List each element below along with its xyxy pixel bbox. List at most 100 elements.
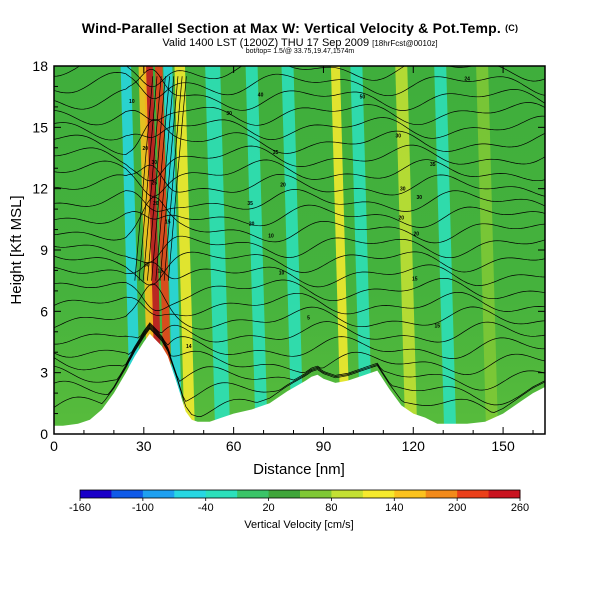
velocity-column-3 xyxy=(174,66,195,434)
updraft-contour-7 xyxy=(163,76,183,281)
y-tick-label-4: 12 xyxy=(32,181,48,197)
colorbar-tick-label-2: -40 xyxy=(198,502,214,514)
colorbar-swatch-8 xyxy=(331,490,364,498)
pot-temp-label-26: 24 xyxy=(464,76,470,82)
x-tick-label-5: 150 xyxy=(491,438,515,454)
pot-temp-label-6: 30 xyxy=(144,262,150,268)
x-tick-label-4: 120 xyxy=(402,438,426,454)
pot-temp-contour-20 xyxy=(54,102,545,126)
velocity-column-13 xyxy=(476,66,499,434)
pot-temp-label-13: 20 xyxy=(249,221,255,227)
pot-temp-label-19: 35 xyxy=(430,162,436,168)
pot-temp-contour-12 xyxy=(54,196,545,244)
pot-temp-contour-14 xyxy=(54,189,545,212)
pot-temp-label-22: 20 xyxy=(399,215,405,221)
updraft-contour-6 xyxy=(159,76,179,281)
pot-temp-label-2: 30 xyxy=(152,160,158,166)
colorbar-swatch-7 xyxy=(300,490,332,498)
velocity-column-9 xyxy=(330,66,350,434)
velocity-column-7 xyxy=(245,66,268,434)
pot-temp-label-17: 50 xyxy=(360,95,366,101)
pot-temp-contour-17 xyxy=(54,144,545,182)
pot-temp-label-12: 35 xyxy=(247,201,253,207)
pot-temp-contour-19 xyxy=(54,115,545,141)
colorbar-frame xyxy=(79,489,521,499)
pot-temp-label-15: 10 xyxy=(279,270,285,276)
velocity-column-4 xyxy=(120,66,142,434)
x-axis-ticks: 0 30 60 90 120 150 xyxy=(50,66,534,454)
colorbar-swatch-3 xyxy=(174,490,207,498)
pot-temp-contour-7 xyxy=(54,291,545,317)
pot-temp-label-1: 20 xyxy=(143,146,149,152)
colorbar-swatch-10 xyxy=(394,490,427,498)
pot-temp-contour-6 xyxy=(54,283,545,330)
pot-temp-contour-13 xyxy=(54,204,545,228)
x-tick-label-3: 90 xyxy=(316,438,332,454)
pot-temp-contour-11 xyxy=(54,235,545,263)
pot-temp-label-7: 15 xyxy=(158,268,164,274)
pot-temp-contour-18 xyxy=(54,118,545,155)
x-tick-label-1: 30 xyxy=(136,438,152,454)
colorbar-swatch-13 xyxy=(488,490,521,498)
updraft-contour-2 xyxy=(142,76,162,281)
pot-temp-contour-8 xyxy=(54,277,545,311)
colorbar-swatch-5 xyxy=(237,490,270,498)
y-tick-label-2: 6 xyxy=(40,303,48,319)
pot-temp-contours xyxy=(54,66,545,417)
y-tick-label-6: 18 xyxy=(32,58,48,74)
chart-title-tag: (C) xyxy=(505,23,519,33)
colorbar-tick-label-5: 140 xyxy=(385,502,403,514)
pot-temp-label-20: 30 xyxy=(400,187,406,193)
velocity-column-8 xyxy=(281,66,304,434)
y-tick-label-1: 3 xyxy=(40,365,48,381)
forecast-tag: [18hrFcst@0010z] xyxy=(372,39,438,48)
pot-temp-contour-5 xyxy=(54,321,545,345)
colorbar-ticks: -160 -100 -40 20 80 140 200 260 xyxy=(69,498,529,514)
plot-area: 10 20 30 25 20 15 30 15 30 40 35 20 35 20 10 10 5 50 30 35 3… xyxy=(54,66,545,434)
pot-temp-label-14: 10 xyxy=(268,234,274,240)
colorbar-tick-label-3: 20 xyxy=(262,502,274,514)
pot-temp-label-8: 30 xyxy=(226,111,232,117)
updraft-contour-4 xyxy=(151,76,170,281)
pot-temp-contour-23 xyxy=(54,66,545,88)
pot-temp-contour-24 xyxy=(516,66,523,67)
valid-time-text: Valid 1400 LST (1200Z) THU 17 Sep 2009 xyxy=(162,37,370,49)
colorbar-swatch-1 xyxy=(111,490,144,498)
y-tick-label-3: 9 xyxy=(40,242,48,258)
x-tick-label-0: 0 xyxy=(50,438,58,454)
colorbar-tick-label-7: 260 xyxy=(511,502,529,514)
pot-temp-label-16: 5 xyxy=(307,315,310,321)
colorbar-tick-label-4: 80 xyxy=(325,502,337,514)
x-axis-label: Distance [nm] xyxy=(253,461,345,478)
pot-temp-contour-16 xyxy=(54,159,545,197)
pot-temp-label-27: 14 xyxy=(186,344,192,350)
pot-temp-label-3: 25 xyxy=(152,181,158,187)
colorbar-swatch-6 xyxy=(268,490,301,498)
pot-temp-contour-3 xyxy=(54,324,545,375)
pot-temp-contour-10 xyxy=(54,251,545,286)
colorbar-tick-label-0: -160 xyxy=(69,502,91,514)
colorbar-swatch-12 xyxy=(457,490,490,498)
chart-header: Wind-Parallel Section at Max W: Vertical… xyxy=(0,0,600,60)
colorbar-swatch-9 xyxy=(362,490,395,498)
pot-temp-labels: 10 20 30 25 20 15 30 15 30 40 35 20 35 20 10 10 5 50 30 35 3… xyxy=(129,76,470,350)
pot-temp-label-23: 20 xyxy=(413,232,419,238)
colorbar-tick-label-6: 200 xyxy=(448,502,466,514)
velocity-column-11 xyxy=(395,66,418,434)
colorbar-tick-label-1: -100 xyxy=(132,502,154,514)
chart-sub-line: bot/top= 1.5/@ 33.75,19.47,1574m xyxy=(245,48,355,55)
pot-temp-label-4: 20 xyxy=(153,201,159,207)
updraft-contour-5 xyxy=(155,76,175,281)
pot-temp-label-18: 30 xyxy=(396,134,402,140)
pot-temp-label-11: 20 xyxy=(280,183,286,189)
colorbar-swatch-4 xyxy=(205,490,238,498)
velocity-column-12 xyxy=(434,66,457,434)
pot-temp-contour-0 xyxy=(54,328,545,417)
pot-temp-label-5: 15 xyxy=(165,219,171,225)
pot-temp-label-25: 15 xyxy=(434,324,440,330)
colorbar-label: Vertical Velocity [cm/s] xyxy=(244,519,353,531)
colorbar-swatch-0 xyxy=(80,490,112,498)
y-axis-label: Height [Kft MSL] xyxy=(8,195,25,304)
updraft-contour-0 xyxy=(134,76,154,281)
